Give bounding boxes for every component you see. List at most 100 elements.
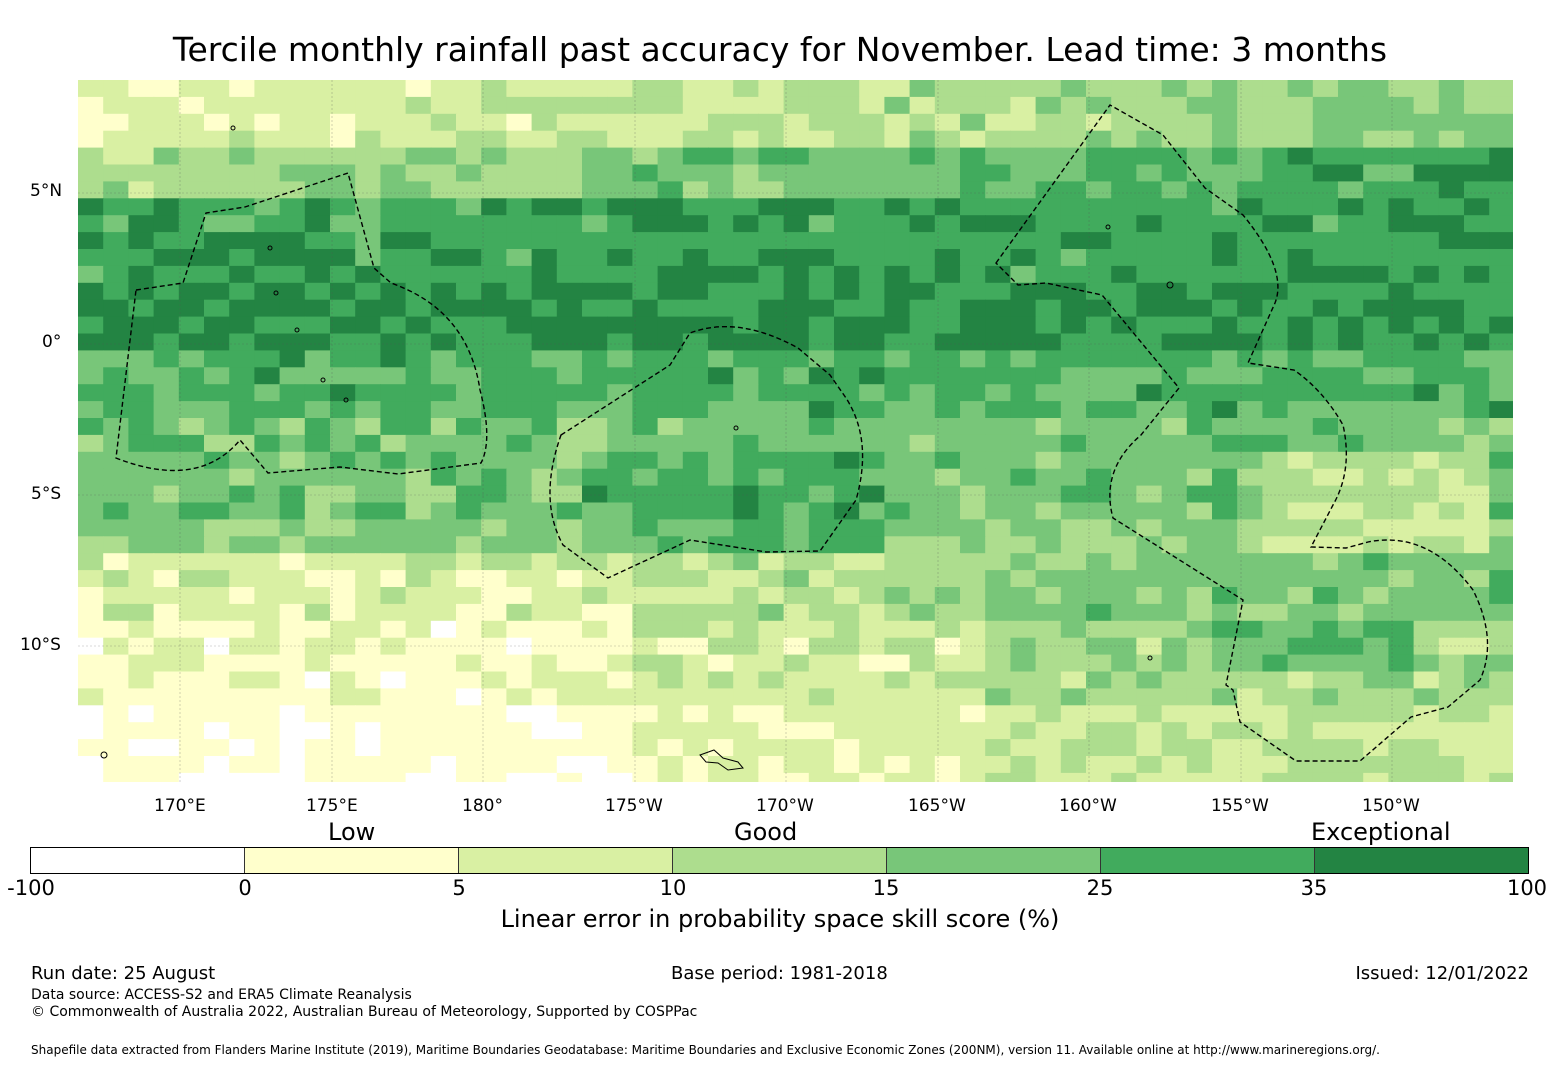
grid-cell xyxy=(859,519,885,537)
grid-cell xyxy=(531,181,558,199)
grid-cell xyxy=(430,637,457,656)
grid-cell xyxy=(1212,80,1238,98)
grid-cell xyxy=(733,80,759,98)
grid-cell xyxy=(78,147,104,166)
grid-cell xyxy=(859,637,885,656)
grid-cell xyxy=(304,705,331,723)
grid-cell xyxy=(682,249,709,267)
grid-cell xyxy=(632,536,659,554)
grid-cell xyxy=(657,265,684,284)
grid-cell xyxy=(708,147,734,166)
grid-cell xyxy=(1262,451,1289,470)
grid-cell xyxy=(153,772,180,782)
grid-cell xyxy=(204,536,230,554)
grid-cell xyxy=(657,367,684,385)
grid-cell xyxy=(1212,739,1238,757)
grid-cell xyxy=(481,147,507,166)
grid-cell xyxy=(834,553,860,571)
grid-cell xyxy=(506,164,533,182)
grid-cell xyxy=(783,772,810,782)
grid-cell xyxy=(733,96,759,115)
grid-cell xyxy=(859,553,885,571)
grid-cell xyxy=(1212,350,1238,368)
grid-cell xyxy=(1388,181,1415,199)
grid-cell xyxy=(960,553,986,571)
grid-cell xyxy=(758,367,785,385)
grid-cell xyxy=(204,620,230,639)
grid-cell xyxy=(380,181,407,199)
grid-cell xyxy=(808,265,835,284)
grid-cell xyxy=(1464,451,1490,470)
grid-cell xyxy=(1035,519,1062,537)
grid-cell xyxy=(1388,333,1415,351)
grid-cell xyxy=(178,739,205,757)
grid-cell xyxy=(405,772,432,782)
grid-cell xyxy=(481,772,507,782)
grid-cell xyxy=(733,688,759,706)
grid-cell xyxy=(582,671,608,689)
grid-cell xyxy=(1136,333,1163,351)
grid-cell xyxy=(682,96,709,115)
grid-cell xyxy=(153,265,180,284)
grid-cell xyxy=(808,316,835,335)
grid-cell xyxy=(808,418,835,436)
grid-cell xyxy=(1312,164,1339,182)
grid-cell xyxy=(556,384,583,402)
eez-boundary-tuvalu-kiribati-west xyxy=(115,172,488,475)
grid-cell xyxy=(128,384,155,402)
grid-cell xyxy=(506,384,533,402)
grid-cell xyxy=(657,671,684,689)
grid-cell xyxy=(405,350,432,368)
grid-cell xyxy=(1212,316,1238,335)
grid-cell xyxy=(556,80,583,98)
grid-cell xyxy=(1010,502,1037,520)
grid-cell xyxy=(1136,502,1163,520)
grid-cell xyxy=(1262,671,1289,689)
grid-cell xyxy=(859,350,885,368)
grid-cell xyxy=(934,249,961,267)
grid-cell xyxy=(1413,536,1440,554)
grid-cell xyxy=(1237,282,1263,301)
grid-cell xyxy=(330,333,356,351)
grid-cell xyxy=(355,536,381,554)
grid-cell xyxy=(1413,688,1440,706)
grid-cell xyxy=(607,198,633,216)
grid-cell xyxy=(506,367,533,385)
grid-cell xyxy=(178,181,205,199)
grid-cell xyxy=(279,384,306,402)
grid-cell xyxy=(1136,316,1163,335)
grid-cell xyxy=(708,80,734,98)
grid-cell xyxy=(1111,756,1137,774)
grid-cell xyxy=(1111,130,1137,149)
grid-cell xyxy=(405,620,432,639)
grid-cell xyxy=(506,232,533,250)
grid-cell xyxy=(1186,756,1213,774)
grid-cell xyxy=(733,418,759,436)
grid-cell xyxy=(1010,620,1037,639)
grid-cell xyxy=(128,722,155,740)
grid-cell xyxy=(632,299,659,318)
grid-cell xyxy=(1212,722,1238,740)
grid-cell xyxy=(456,772,482,782)
grid-cell xyxy=(531,198,558,216)
grid-cell xyxy=(682,451,709,470)
grid-cell xyxy=(1312,282,1339,301)
grid-cell xyxy=(1489,553,1513,571)
grid-cell xyxy=(1413,502,1440,520)
grid-cell xyxy=(934,553,961,571)
grid-cell xyxy=(909,181,936,199)
grid-cell xyxy=(1060,620,1087,639)
grid-cell xyxy=(1035,502,1062,520)
grid-cell xyxy=(1010,434,1037,453)
grid-cell xyxy=(254,282,281,301)
grid-cell xyxy=(783,434,810,453)
grid-cell xyxy=(1287,722,1314,740)
grid-cell xyxy=(758,722,785,740)
grid-cell xyxy=(506,451,533,470)
grid-cell xyxy=(178,367,205,385)
grid-cell xyxy=(430,96,457,115)
grid-cell xyxy=(1464,434,1490,453)
grid-cell xyxy=(1262,316,1289,335)
grid-cell xyxy=(380,164,407,182)
grid-cell xyxy=(178,434,205,453)
